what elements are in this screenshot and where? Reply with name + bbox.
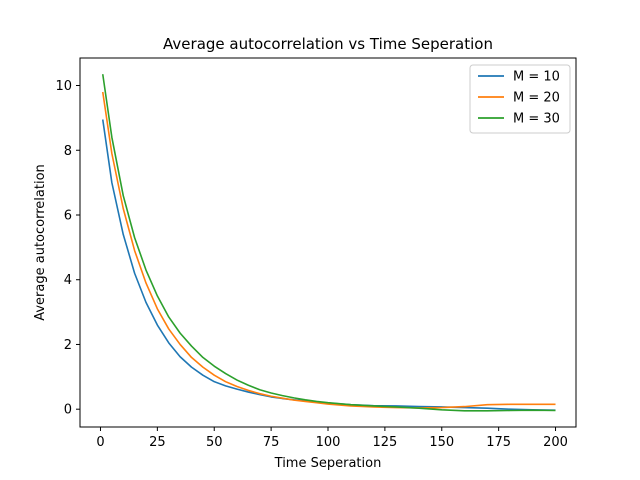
y-tick-label: 0: [64, 403, 72, 418]
x-tick-label: 200: [543, 435, 568, 450]
y-tick-label: 2: [64, 338, 72, 353]
x-tick-label: 50: [206, 435, 223, 450]
x-axis-label: Time Seperation: [274, 456, 382, 471]
chart-title: Average autocorrelation vs Time Seperati…: [163, 35, 493, 53]
x-tick-label: 150: [429, 435, 454, 450]
y-tick-label: 6: [64, 208, 72, 223]
legend-label: M = 20: [513, 91, 560, 106]
x-tick-label: 175: [486, 435, 511, 450]
legend: M = 10 M = 20 M = 30: [469, 64, 571, 134]
y-tick-label: 10: [55, 79, 72, 94]
legend-label: M = 30: [513, 112, 560, 127]
legend-label: M = 10: [513, 70, 560, 85]
x-tick-label: 75: [263, 435, 280, 450]
x-tick-label: 25: [149, 435, 166, 450]
x-tick-label: 100: [316, 435, 341, 450]
y-axis-label: Average autocorrelation: [33, 164, 48, 321]
series-line-2: [101, 91, 556, 409]
y-tick-label: 8: [64, 144, 72, 159]
y-tick-label: 4: [64, 273, 72, 288]
plot-lines: [101, 74, 556, 412]
legend-box: [469, 64, 571, 134]
x-axis-ticks: 0 25 50 75 100 125 150 175 200: [96, 427, 568, 450]
series-line-3: [101, 74, 556, 412]
y-axis-ticks: 0 2 4 6 8 10: [55, 79, 80, 418]
x-tick-label: 0: [96, 435, 104, 450]
x-tick-label: 125: [372, 435, 397, 450]
